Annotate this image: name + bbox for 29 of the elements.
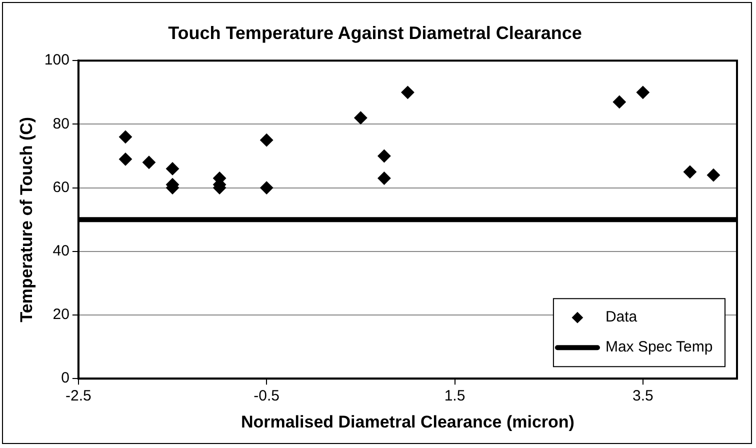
y-tick-label: 100 (44, 52, 70, 69)
y-tick-label: 60 (52, 178, 70, 196)
point (636, 86, 650, 99)
x-tick-label: -0.5 (254, 388, 280, 405)
point (378, 150, 391, 162)
y-axis-title: Temperature of Touch (C) (16, 116, 36, 322)
y-tick-label: 0 (61, 370, 70, 387)
point (260, 181, 274, 194)
chart-title: Touch Temperature Against Diametral Clearance (168, 22, 582, 43)
legend-label: Data (605, 308, 638, 326)
point (378, 172, 391, 185)
point (683, 165, 696, 178)
point (260, 134, 274, 147)
point (142, 156, 156, 169)
point (706, 168, 720, 182)
x-tick-label: -2.5 (65, 388, 92, 405)
y-tick-label: 20 (52, 306, 70, 324)
x-tick-label: 1.5 (444, 388, 466, 405)
point (401, 86, 414, 99)
point (118, 152, 132, 166)
point (166, 162, 180, 176)
legend-label: Max Spec Temp (605, 338, 713, 356)
point (118, 130, 132, 144)
y-tick-label: 80 (52, 115, 70, 132)
point (612, 95, 626, 108)
x-axis-title: Normalised Diametral Clearance (micron) (240, 412, 574, 432)
point (354, 111, 368, 124)
x-tick-label: 3.5 (632, 388, 654, 405)
y-tick-label: 40 (52, 242, 70, 260)
